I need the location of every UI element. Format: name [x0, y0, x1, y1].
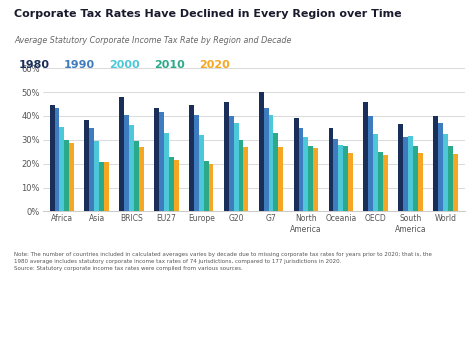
Bar	[59, 127, 64, 211]
Bar	[50, 105, 55, 211]
Bar	[259, 92, 264, 211]
Text: 1990: 1990	[64, 60, 95, 70]
Bar	[139, 147, 144, 211]
Bar	[273, 133, 278, 211]
Bar	[69, 143, 74, 211]
Bar	[238, 140, 244, 211]
Bar	[84, 119, 90, 211]
Text: TAX FOUNDATION: TAX FOUNDATION	[9, 324, 100, 333]
Bar	[199, 135, 204, 211]
Bar	[294, 118, 299, 211]
Bar	[209, 164, 213, 211]
Bar	[299, 128, 303, 211]
Bar	[413, 146, 418, 211]
Bar	[55, 107, 59, 211]
Bar	[303, 137, 308, 211]
Bar	[364, 102, 368, 211]
Bar	[378, 152, 383, 211]
Bar	[104, 162, 109, 211]
Bar	[383, 155, 388, 211]
Text: 2020: 2020	[199, 60, 230, 70]
Bar	[269, 115, 273, 211]
Bar	[343, 146, 348, 211]
Bar	[159, 112, 164, 211]
Bar	[433, 116, 438, 211]
Bar	[448, 146, 453, 211]
Bar	[164, 133, 169, 211]
Bar	[119, 97, 124, 211]
Bar	[403, 137, 408, 211]
Bar	[348, 153, 353, 211]
Bar	[194, 115, 199, 211]
Bar	[169, 157, 174, 211]
Bar	[313, 148, 318, 211]
Bar	[278, 147, 283, 211]
Bar	[264, 107, 269, 211]
Bar	[234, 123, 238, 211]
Bar	[134, 141, 139, 211]
Bar	[154, 107, 159, 211]
Bar	[244, 147, 248, 211]
Bar	[64, 140, 69, 211]
Bar	[308, 146, 313, 211]
Bar	[408, 136, 413, 211]
Bar	[418, 153, 423, 211]
Bar	[94, 141, 99, 211]
Bar	[338, 145, 343, 211]
Text: Corporate Tax Rates Have Declined in Every Region over Time: Corporate Tax Rates Have Declined in Eve…	[14, 9, 402, 18]
Bar	[373, 134, 378, 211]
Bar	[90, 128, 94, 211]
Bar	[189, 105, 194, 211]
Text: Note: The number of countries included in calculated averages varies by decade d: Note: The number of countries included i…	[14, 252, 432, 270]
Bar	[368, 116, 373, 211]
Bar	[328, 128, 333, 211]
Bar	[333, 138, 338, 211]
Bar	[438, 123, 443, 211]
Bar	[224, 102, 229, 211]
Bar	[398, 124, 403, 211]
Bar	[453, 154, 457, 211]
Text: 2010: 2010	[154, 60, 185, 70]
Text: Average Statutory Corporate Income Tax Rate by Region and Decade: Average Statutory Corporate Income Tax R…	[14, 36, 292, 45]
Bar	[174, 160, 179, 211]
Bar	[443, 134, 448, 211]
Text: 1980: 1980	[19, 60, 50, 70]
Bar	[129, 125, 134, 211]
Text: @TaxFoundation: @TaxFoundation	[390, 324, 465, 333]
Bar	[204, 161, 209, 211]
Text: 2000: 2000	[109, 60, 140, 70]
Bar	[99, 162, 104, 211]
Bar	[124, 115, 129, 211]
Bar	[229, 116, 234, 211]
